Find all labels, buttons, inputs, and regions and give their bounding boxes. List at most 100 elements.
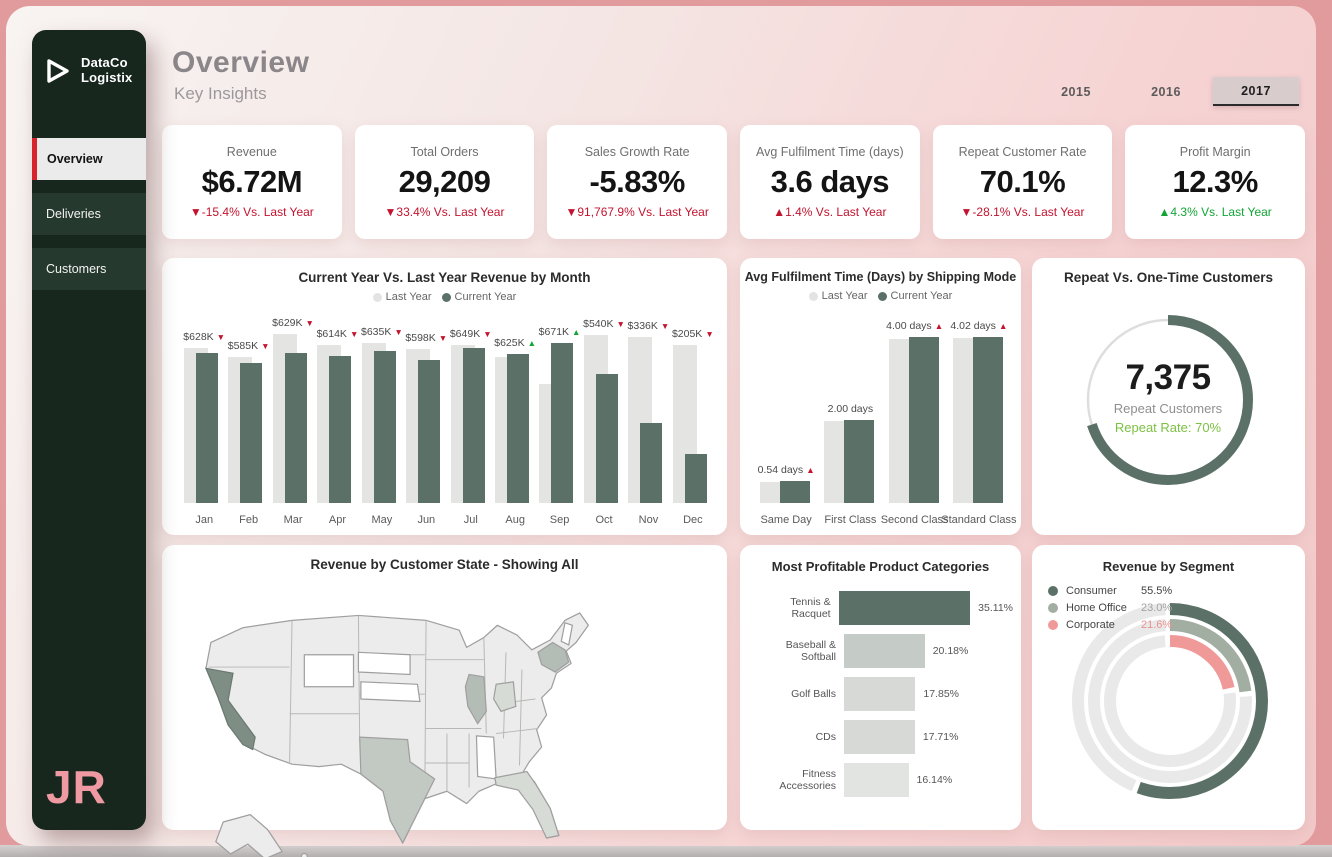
bar-group-dec[interactable]: $205K ▼ Dec xyxy=(671,328,715,526)
segment-legend-row-consumer[interactable]: Consumer 55.5% xyxy=(1048,583,1172,598)
segment-ring-home-office[interactable] xyxy=(1088,619,1252,783)
bar-group-apr[interactable]: $614K ▼ Apr xyxy=(315,328,359,526)
bar-value-label: $649K ▼ xyxy=(449,328,492,341)
trend-arrow-icon: ▼ xyxy=(261,340,270,351)
category-bar[interactable] xyxy=(838,591,971,625)
bar-group-standard-class[interactable]: 4.02 days ▲ Standard Class xyxy=(941,320,1016,526)
trend-arrow-icon: ▼ xyxy=(305,317,314,328)
bar-current-year xyxy=(506,353,529,503)
category-label: Fitness Accessories xyxy=(779,768,836,792)
category-bar[interactable] xyxy=(844,763,909,797)
bar-value-label: $614K ▼ xyxy=(316,328,359,341)
user-initials[interactable]: JR xyxy=(46,761,107,813)
chart-card-profitable-categories: Most Profitable Product Categories Tenni… xyxy=(740,545,1021,830)
kpi-value: 29,209 xyxy=(398,164,491,199)
chart-title: Current Year Vs. Last Year Revenue by Mo… xyxy=(298,270,591,285)
bar-current-year xyxy=(418,360,441,503)
category-label: Baseball & Softball xyxy=(785,639,836,663)
trend-arrow-icon: ▼ xyxy=(483,329,492,340)
category-bar[interactable] xyxy=(844,677,916,711)
state-mississippi[interactable] xyxy=(475,735,497,780)
category-bar[interactable] xyxy=(844,634,925,668)
bar-group-mar[interactable]: $629K ▼ Mar xyxy=(271,317,315,526)
us-map[interactable] xyxy=(174,581,715,857)
brand-logo: DataCo Logistix xyxy=(32,30,146,86)
state-hawaii[interactable] xyxy=(300,852,308,857)
segment-ring-consumer[interactable] xyxy=(1072,603,1268,799)
state-vermont[interactable] xyxy=(560,622,574,646)
kpi-card: Avg Fulfilment Time (days) 3.6 days ▲1.4% … xyxy=(740,125,920,239)
segment-ring-remainder xyxy=(1088,619,1252,783)
segment-donut-svg xyxy=(1072,603,1268,799)
brand-name: DataCo Logistix xyxy=(81,56,132,85)
state-alaska[interactable] xyxy=(215,813,283,857)
bar-group-sep[interactable]: $671K ▲ Sep xyxy=(537,326,581,526)
sidebar-item-overview[interactable]: Overview xyxy=(32,138,146,180)
bar-current-year xyxy=(640,422,663,503)
legend-dot-icon xyxy=(1048,602,1058,613)
bar-group-aug[interactable]: $625K ▲ Aug xyxy=(493,331,537,526)
bar-current-year xyxy=(972,336,1003,503)
category-row-golf-balls: Golf Balls 17.85% xyxy=(750,677,1013,711)
axis-category-label: May xyxy=(371,514,393,526)
bar-value-label: 0.54 days ▲ xyxy=(757,463,815,476)
bar-group-first-class[interactable]: 2.00 days First Class xyxy=(818,323,882,526)
repeat-customers-count: 7,375 xyxy=(1125,358,1211,397)
state-new-york[interactable] xyxy=(537,641,570,673)
state-south-dakota[interactable] xyxy=(357,651,411,676)
segment-name: Home Office xyxy=(1066,601,1127,614)
bar-group-same-day[interactable]: 0.54 days ▲ Same Day xyxy=(754,323,818,526)
state-nebraska[interactable] xyxy=(360,681,421,703)
year-tab-2015[interactable]: 2015 xyxy=(1061,84,1091,99)
year-tab-2017[interactable]: 2017 xyxy=(1213,77,1299,106)
chart-title: Avg Fulfilment Time (Days) by Shipping M… xyxy=(744,270,1017,284)
bar-group-jun[interactable]: $598K ▼ Jun xyxy=(404,331,448,526)
bar-value-label: $625K ▲ xyxy=(494,336,537,349)
chart-title: Most Profitable Product Categories xyxy=(771,559,990,574)
bar-plot: 0.54 days ▲ Same Day 2.00 days First Class 4.… xyxy=(754,320,1017,526)
trend-arrow-icon: ▼ xyxy=(438,333,448,344)
legend-label: Current Year xyxy=(890,290,953,302)
bar-current-year xyxy=(844,420,875,503)
trend-arrow-icon: ▲ xyxy=(934,321,944,332)
trend-arrow-icon: ▼ xyxy=(394,327,403,338)
category-bar[interactable] xyxy=(844,720,915,754)
sidebar-item-customers[interactable]: Customers xyxy=(32,248,146,290)
kpi-label: Profit Margin xyxy=(1179,145,1251,159)
year-tab-2016[interactable]: 2016 xyxy=(1151,84,1181,99)
bar-group-may[interactable]: $635K ▼ May xyxy=(360,326,404,526)
category-row-cds: CDs 17.71% xyxy=(750,720,1013,754)
segment-legend-row-corporate[interactable]: Corporate 21.6% xyxy=(1048,617,1172,632)
state-wyoming[interactable] xyxy=(303,654,355,688)
bar-current-year xyxy=(595,374,618,503)
state-california[interactable] xyxy=(204,667,256,751)
segment-ring-remainder xyxy=(1072,603,1268,799)
bar-group-nov[interactable]: $336K ▼ Nov xyxy=(626,320,670,526)
state-illinois[interactable] xyxy=(464,673,487,725)
kpi-value: 3.6 days xyxy=(770,164,890,199)
segment-legend: Consumer 55.5% Home Office 23.0% Corporate 21… xyxy=(1048,583,1172,634)
repeat-donut-svg xyxy=(1083,315,1253,485)
chart-card-revenue-by-state: Revenue by Customer State - Showing All xyxy=(162,545,727,857)
bar-current-year xyxy=(240,363,263,503)
kpi-card: Total Orders 29,209 ▼33.4% Vs. Last Year xyxy=(354,125,535,239)
sidebar-item-deliveries[interactable]: Deliveries xyxy=(32,193,146,235)
legend-dot-icon xyxy=(441,292,451,302)
repeat-rate: Repeat Rate: 70% xyxy=(1114,420,1222,435)
kpi-value: -5.83% xyxy=(589,164,686,199)
bar-group-jan[interactable]: $628K ▼ Jan xyxy=(182,331,226,526)
bar-group-jul[interactable]: $649K ▼ Jul xyxy=(449,328,493,526)
state-florida[interactable] xyxy=(494,770,560,839)
year-filter-tabs: 2015 2016 2017 xyxy=(1033,77,1299,106)
state-ohio[interactable] xyxy=(493,681,517,713)
chart-title: Revenue by Segment xyxy=(1102,559,1235,574)
bar-value-label: $540K ▼ xyxy=(583,318,625,331)
trend-arrow-icon: ▼ xyxy=(660,320,670,331)
segment-legend-row-home-office[interactable]: Home Office 23.0% xyxy=(1048,600,1172,615)
segment-ring-corporate[interactable] xyxy=(1104,635,1236,767)
bar-group-second-class[interactable]: 4.00 days ▲ Second Class xyxy=(881,320,949,526)
kpi-label: Repeat Customer Rate xyxy=(958,145,1087,159)
bar-group-feb[interactable]: $585K ▼ Feb xyxy=(226,331,270,526)
state-texas[interactable] xyxy=(359,736,436,845)
bar-group-oct[interactable]: $540K ▼ Oct xyxy=(582,318,626,526)
